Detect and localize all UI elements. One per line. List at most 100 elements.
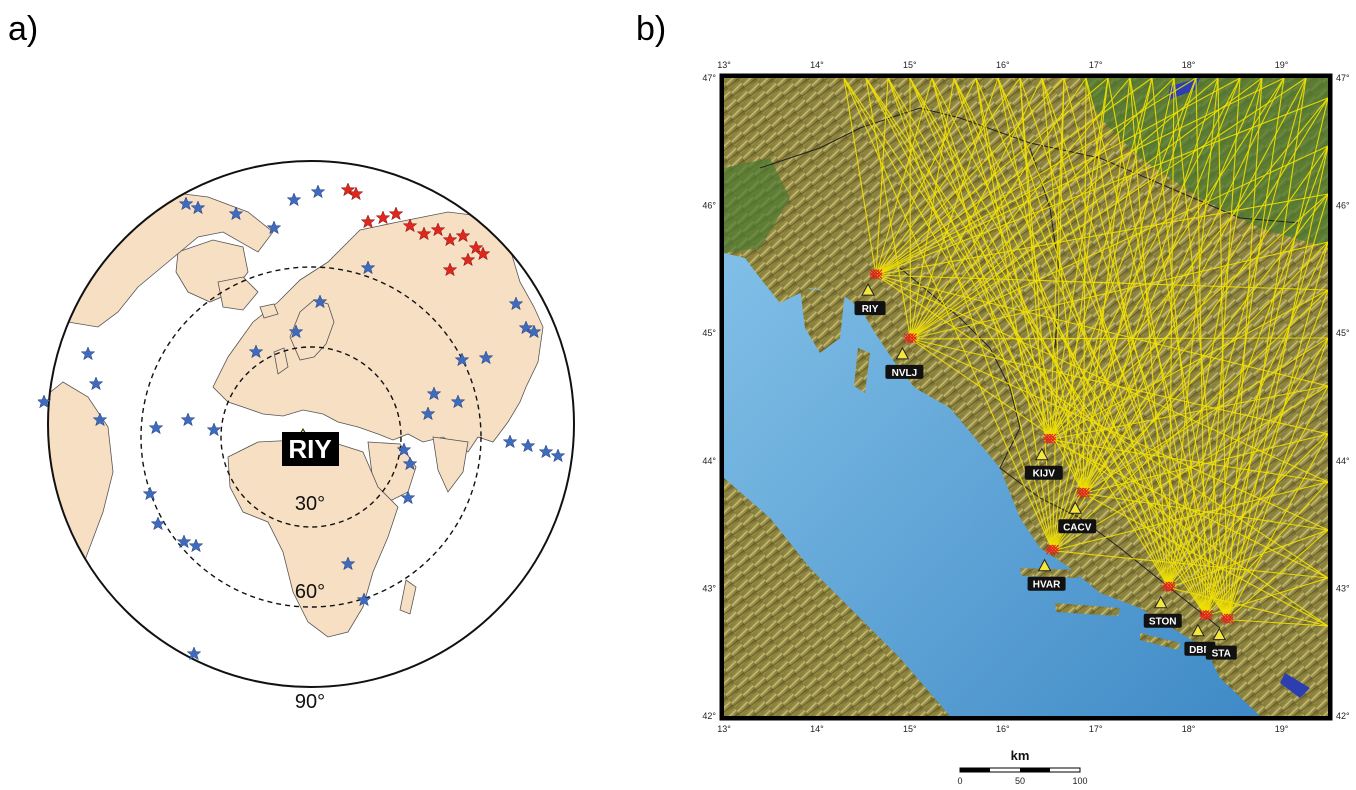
lat-tick-right: 47° (1336, 73, 1350, 83)
station-marker (861, 283, 875, 296)
ring-label-60: 60° (295, 581, 325, 603)
event-cross: ✕ (1048, 542, 1058, 556)
station-marker (1153, 595, 1168, 609)
station-marker (1034, 447, 1049, 461)
ray-path (997, 78, 1084, 494)
island-hvar (1020, 568, 1080, 578)
iceland-landmass (259, 303, 279, 319)
ray-path (1168, 529, 1328, 589)
continents (48, 191, 544, 638)
ray-path (931, 78, 1207, 617)
ray-path (887, 78, 1051, 440)
station-label-box (282, 432, 339, 466)
frame-ticks (720, 74, 1332, 720)
event-cross: ✕ (1219, 611, 1229, 625)
station-label-box (854, 301, 886, 316)
panel-b-label: b) (636, 10, 667, 48)
ray-path (1107, 78, 1207, 616)
ray-path (1226, 145, 1328, 620)
ray-path (1052, 78, 1285, 551)
lon-tick-bottom: 14° (810, 724, 824, 734)
lat-tick-left: 46° (702, 201, 716, 211)
arctic-islands (217, 276, 259, 311)
lon-tick-top: 17° (1089, 60, 1103, 70)
event-cross: ✕ (905, 330, 915, 344)
scandinavia-landmass (289, 299, 335, 361)
event-cross: ✕ (1164, 582, 1174, 596)
event-cross: ✕ (1081, 484, 1091, 498)
ray-path (887, 78, 1207, 617)
lon-tick-bottom: 15° (903, 724, 917, 734)
regional-ray-map: ✕✕✕✕✕✕✕✕✕✕✕✕✕✕✕✕✕✕✕✕✕✕✕✕✕✕✕✕✕✕✕✕✕✕✕✕✕✕✕✕… (702, 60, 1350, 786)
ray-path (910, 241, 1328, 340)
ray-path (1226, 529, 1328, 621)
ray-path (953, 78, 1228, 620)
ray-path (1049, 78, 1065, 440)
event-cross: ✕ (1048, 434, 1058, 448)
event-cross: ✕ (905, 333, 915, 347)
event-cross: ✕ (1045, 434, 1055, 448)
station-marker (1191, 623, 1205, 637)
scale-bar: km 0 50 100 (957, 748, 1087, 786)
azimuthal-event-map: RIY 30° 60° 90° (38, 160, 575, 712)
station-label: STA (1212, 649, 1231, 660)
ring-label-90: 90° (295, 691, 325, 712)
ray-path (875, 78, 1065, 276)
lon-tick-top: 14° (810, 60, 824, 70)
station-label-riy: RIY (288, 434, 331, 464)
ray-path (1049, 193, 1328, 441)
lake-skadar (1280, 673, 1310, 698)
island-korcula (1055, 603, 1120, 616)
event-cross: ✕ (1042, 434, 1052, 448)
ray-path (1217, 78, 1228, 620)
globe-outline (47, 160, 575, 688)
lat-tick-right: 44° (1336, 456, 1350, 466)
panel-a-label: a) (8, 10, 39, 48)
station-label: STON (1149, 617, 1177, 628)
lat-tick-right: 43° (1336, 583, 1350, 593)
ray-path (909, 78, 1170, 588)
event-cross: ✕ (1048, 545, 1058, 559)
ray-path (1151, 78, 1207, 616)
ray-path (1226, 433, 1328, 620)
ray-path (953, 78, 1084, 494)
ray-path (975, 78, 1207, 617)
event-cross: ✕ (1045, 545, 1055, 559)
event-cross: ✕ (868, 269, 878, 283)
event-cross: ✕ (1045, 542, 1055, 556)
event-cross: ✕ (908, 330, 918, 344)
station-label: CACV (1063, 522, 1092, 533)
event-cross: ✕ (1225, 614, 1235, 628)
ring-60 (140, 266, 482, 608)
ray-path (1227, 619, 1328, 627)
ray-path (1168, 78, 1307, 588)
station-marker (1037, 558, 1052, 572)
event-cross: ✕ (908, 333, 918, 347)
lat-tick-left: 47° (702, 73, 716, 83)
lat-tick-left: 45° (702, 328, 716, 338)
eurasia-landmass (212, 211, 544, 453)
local-events: ✕✕✕✕✕✕✕✕✕✕✕✕✕✕✕✕✕✕✕✕✕✕✕✕✕✕✕✕✕✕✕✕✕✕✕✕✕✕✕✕… (868, 266, 1235, 628)
ray-path (1226, 241, 1328, 620)
lon-tick-bottom: 17° (1089, 724, 1103, 734)
station-label-box (885, 364, 924, 379)
event-cross: ✕ (1219, 614, 1229, 628)
station-label-box (1058, 519, 1097, 534)
scale-tick-50: 50 (1015, 776, 1025, 786)
ray-path (1226, 78, 1307, 620)
event-cross: ✕ (1167, 582, 1177, 596)
lon-tick-top: 16° (996, 60, 1010, 70)
lon-tick-top: 13° (717, 60, 731, 70)
ray-path (910, 145, 1328, 340)
event-cross: ✕ (1201, 610, 1211, 624)
event-cross: ✕ (1161, 582, 1171, 596)
ray-path (1049, 78, 1197, 440)
station-label: KIJV (1033, 469, 1056, 480)
lat-tick-right: 42° (1336, 711, 1350, 721)
ray-path (1168, 337, 1328, 589)
madagascar-landmass (399, 579, 417, 615)
event-cross: ✕ (1078, 487, 1088, 501)
scale-unit: km (1011, 748, 1030, 763)
ray-path (1168, 241, 1328, 588)
ray-path (865, 78, 1228, 620)
